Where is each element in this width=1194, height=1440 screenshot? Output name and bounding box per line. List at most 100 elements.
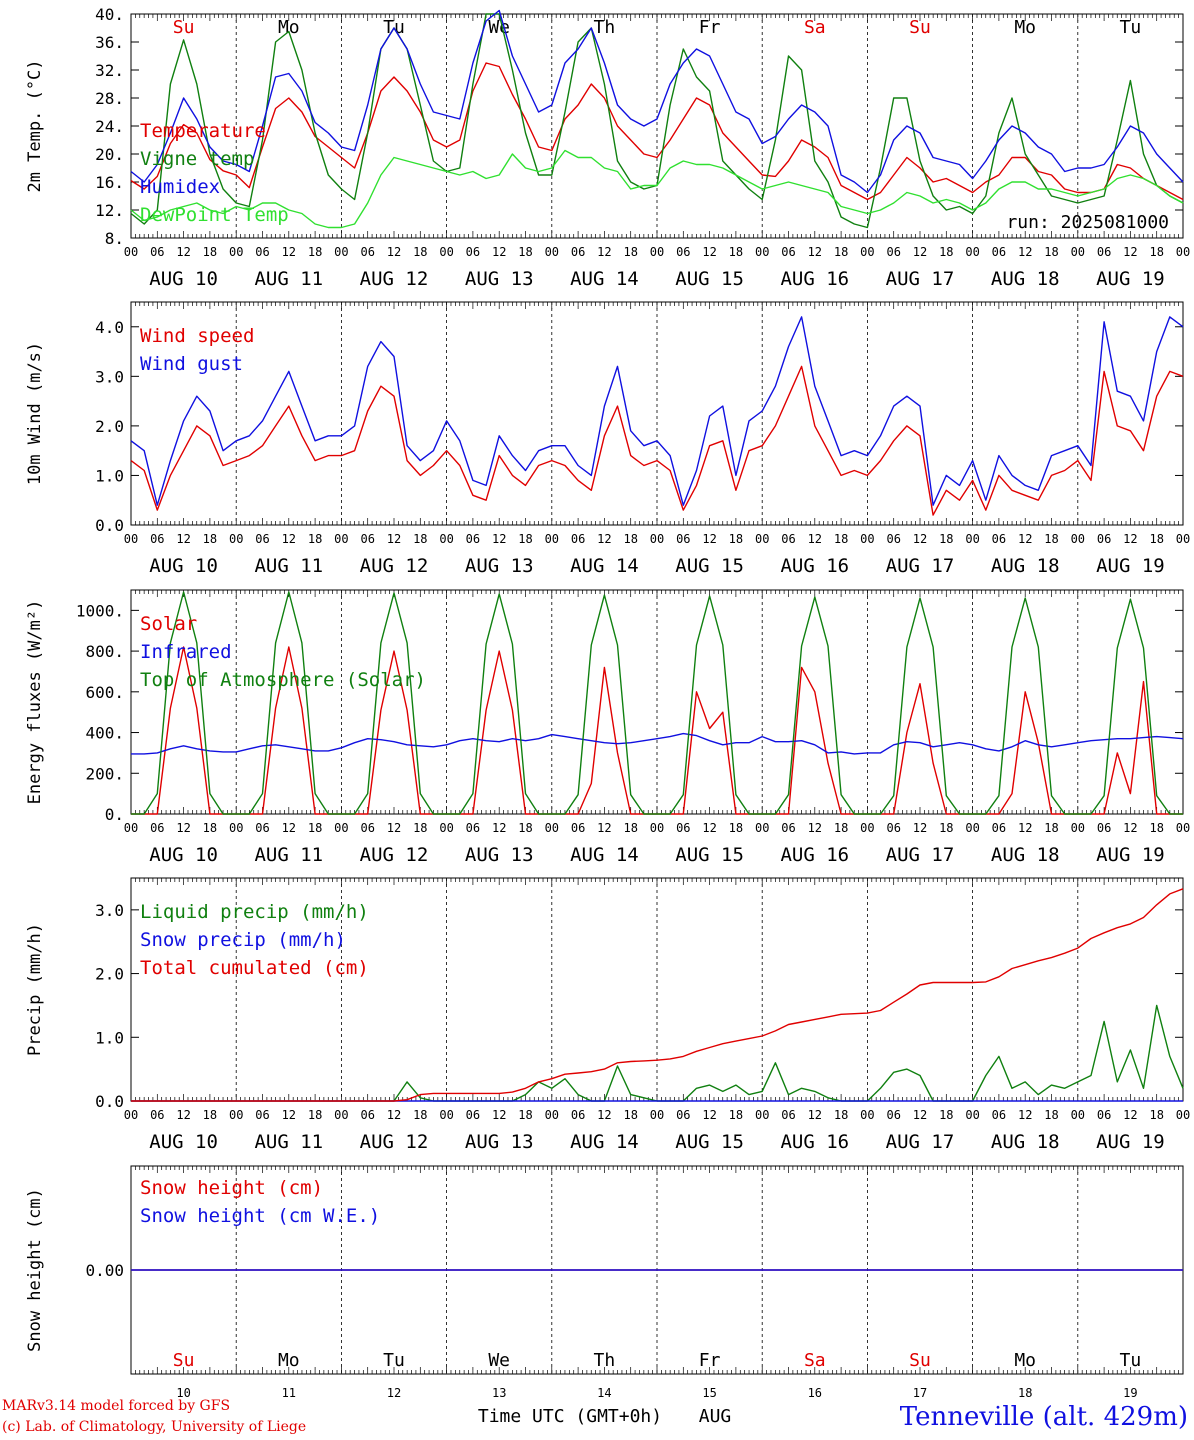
date-label: AUG 10 [149, 268, 218, 290]
hour-tick-label: 00 [545, 532, 559, 546]
hour-tick-label: 06 [781, 245, 795, 259]
date-label: AUG 17 [886, 268, 955, 290]
date-label: AUG 19 [1096, 268, 1165, 290]
series-group [131, 888, 1184, 1102]
hour-tick-label: 00 [1071, 532, 1085, 546]
hour-tick-label: 18 [518, 821, 532, 835]
series-group [130, 9, 1184, 229]
hour-tick-label: 06 [255, 245, 269, 259]
date-label: AUG 19 [1096, 1131, 1165, 1153]
hour-tick-label: 00 [124, 532, 138, 546]
y-axis-label: Precip (mm/h) [25, 923, 45, 1056]
hour-tick-label: 00 [334, 1108, 348, 1122]
y-axis-label: Energy fluxes (W/m²) [25, 600, 45, 805]
hour-tick-label: 06 [1097, 1108, 1111, 1122]
legend-entry: Snow height (cm W.E.) [140, 1205, 380, 1227]
day-number-label: 18 [1018, 1386, 1032, 1400]
hour-tick-label: 06 [466, 532, 480, 546]
date-label: AUG 11 [254, 844, 323, 866]
hour-tick-label: 06 [150, 532, 164, 546]
hour-tick-label: 18 [623, 245, 637, 259]
date-label: AUG 14 [570, 268, 639, 290]
hour-tick-label: 18 [834, 532, 848, 546]
hour-tick-label: 00 [1176, 245, 1190, 259]
date-label: AUG 11 [254, 555, 323, 577]
day-number-label: 15 [702, 1386, 716, 1400]
hour-tick-label: 06 [676, 821, 690, 835]
hour-tick-label: 00 [650, 821, 664, 835]
hour-tick-label: 06 [1097, 821, 1111, 835]
hour-tick-label: 06 [466, 1108, 480, 1122]
legend-entry: Infrared [140, 641, 232, 663]
hour-tick-label: 06 [360, 532, 374, 546]
hour-tick-label: 18 [308, 245, 322, 259]
hour-tick-label: 06 [150, 245, 164, 259]
hour-tick-label: 12 [387, 821, 401, 835]
date-label: AUG 10 [149, 1131, 218, 1153]
hour-tick-label: 18 [729, 1108, 743, 1122]
hour-tick-label: 18 [203, 821, 217, 835]
y-tick-label: 1000. [76, 601, 124, 620]
hour-tick-label: 18 [834, 1108, 848, 1122]
legend-entry: Total cumulated (cm) [140, 957, 369, 979]
y-tick-label: 1.0 [95, 1028, 124, 1047]
y-tick-label: 0. [105, 805, 124, 824]
y-tick-label: 1.0 [95, 466, 124, 485]
series-line-dewpoint-temp [130, 149, 1184, 229]
y-tick-label: 200. [85, 764, 124, 783]
y-tick-label: 0.0 [95, 516, 124, 535]
plot-frame [130, 13, 1184, 239]
date-label: AUG 12 [360, 1131, 429, 1153]
hour-tick-label: 18 [1044, 245, 1058, 259]
weekday-label: Mo [278, 17, 300, 38]
hour-tick-label: 12 [913, 532, 927, 546]
hour-tick-label: 06 [571, 245, 585, 259]
day-number-label: 11 [282, 1386, 296, 1400]
hour-tick-label: 12 [282, 1108, 296, 1122]
hour-tick-label: 00 [860, 821, 874, 835]
hour-tick-label: 06 [571, 821, 585, 835]
hour-tick-label: 12 [1123, 821, 1137, 835]
hour-tick-label: 18 [1044, 1108, 1058, 1122]
hour-tick-label: 00 [1176, 532, 1190, 546]
hour-tick-label: 18 [518, 245, 532, 259]
x-axis-month-label: AUG [699, 1406, 732, 1427]
hour-tick-label: 18 [623, 1108, 637, 1122]
hour-tick-label: 00 [545, 245, 559, 259]
date-label: AUG 11 [254, 268, 323, 290]
hour-tick-label: 00 [229, 532, 243, 546]
hour-tick-label: 12 [1018, 1108, 1032, 1122]
hour-tick-label: 06 [360, 245, 374, 259]
day-number-label: 10 [176, 1386, 190, 1400]
plot-frame [130, 301, 1184, 526]
legend-entry: Vigne temp [140, 148, 254, 170]
hour-tick-label: 06 [676, 245, 690, 259]
legend-entry: Snow height (cm) [140, 1177, 323, 1199]
hour-tick-label: 12 [387, 245, 401, 259]
date-label: AUG 16 [780, 844, 849, 866]
y-tick-label: 40. [95, 5, 124, 24]
weekday-label: Tu [1120, 17, 1142, 38]
weekday-label: Mo [1014, 1350, 1036, 1371]
hour-tick-label: 06 [886, 245, 900, 259]
hour-tick-label: 12 [1123, 532, 1137, 546]
hour-tick-label: 00 [124, 821, 138, 835]
y-tick-label: 600. [85, 683, 124, 702]
hour-tick-label: 12 [1018, 532, 1032, 546]
hour-tick-label: 06 [360, 1108, 374, 1122]
hour-tick-label: 12 [282, 245, 296, 259]
hour-tick-label: 00 [965, 821, 979, 835]
series-line-temperature [130, 62, 1184, 201]
hour-tick-label: 06 [676, 532, 690, 546]
date-label: AUG 17 [886, 844, 955, 866]
day-number-label: 14 [597, 1386, 611, 1400]
hour-tick-label: 00 [1071, 821, 1085, 835]
hour-tick-label: 06 [992, 245, 1006, 259]
series-line-humidex [130, 9, 1184, 194]
hour-tick-label: 06 [886, 821, 900, 835]
hour-tick-label: 18 [203, 245, 217, 259]
weekday-label: Tu [1120, 1350, 1142, 1371]
weekday-label: Su [173, 1350, 195, 1371]
hour-tick-label: 06 [992, 532, 1006, 546]
